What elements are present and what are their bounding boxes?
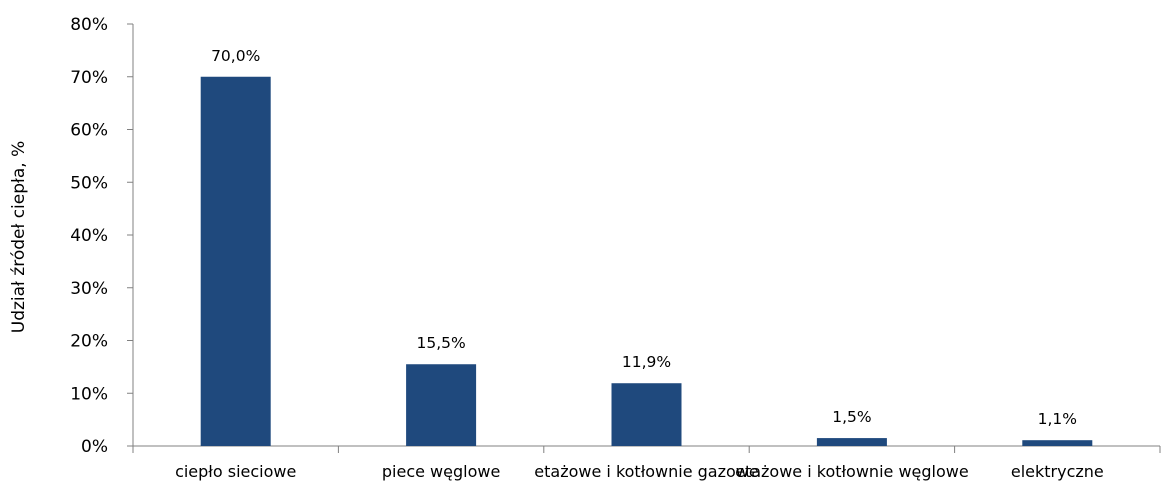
y-tick-label: 10%	[70, 384, 108, 404]
y-ticks: 0% 10% 20% 30% 40% 50% 60% 70% 80%	[70, 15, 133, 457]
y-tick-label: 40%	[70, 226, 108, 246]
y-axis-title: Udział źródeł ciepła, %	[9, 141, 29, 334]
data-label: 1,5%	[832, 408, 871, 426]
x-tick-label: ciepło sieciowe	[175, 462, 296, 481]
data-labels: 70,0% 15,5% 11,9% 1,5% 1,1%	[211, 47, 1077, 428]
y-tick-label: 50%	[70, 173, 108, 193]
y-tick-label: 20%	[70, 332, 108, 352]
y-tick-label: 80%	[70, 15, 108, 35]
bar	[816, 438, 887, 446]
y-tick-label: 70%	[70, 68, 108, 88]
bar	[611, 383, 682, 446]
data-label: 1,1%	[1038, 410, 1077, 428]
x-tick-labels: ciepło sieciowe piece węglowe etażowe i ko…	[175, 462, 1104, 481]
bars	[200, 76, 1093, 446]
bar	[406, 364, 477, 446]
data-label: 15,5%	[416, 334, 465, 352]
data-label: 11,9%	[622, 353, 671, 371]
x-tick-label: piece węglowe	[382, 462, 500, 481]
data-label: 70,0%	[211, 47, 260, 65]
bar	[200, 76, 271, 446]
y-tick-label: 0%	[81, 437, 108, 457]
bar	[1022, 440, 1093, 446]
x-tick-label: etażowe i kotłownie węglowe	[735, 462, 969, 481]
y-tick-label: 30%	[70, 279, 108, 299]
y-tick-label: 60%	[70, 121, 108, 141]
x-tick-label: elektryczne	[1011, 462, 1104, 481]
x-tick-label: etażowe i kotłownie gazowe	[534, 462, 758, 481]
